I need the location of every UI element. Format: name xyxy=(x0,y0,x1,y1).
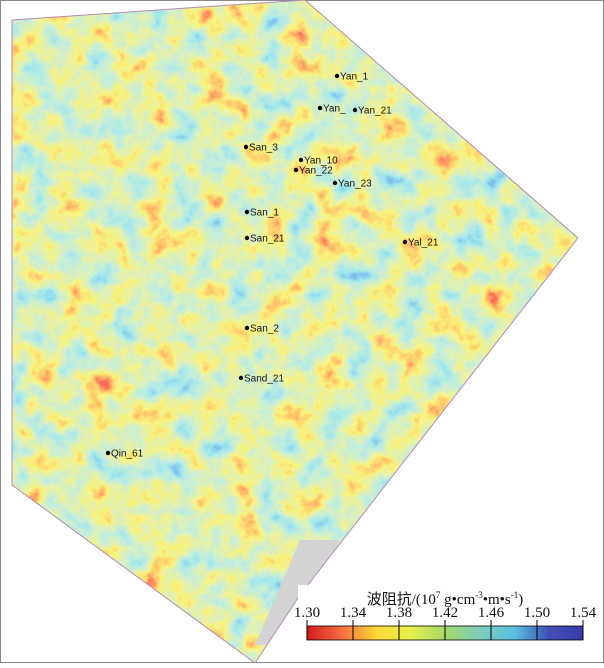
colorbar-tick-label: 1.50 xyxy=(524,605,550,621)
well-marker xyxy=(239,376,243,380)
well-label: Yal_21 xyxy=(408,238,439,249)
well-label: Sand_21 xyxy=(244,374,284,385)
well-marker xyxy=(106,451,110,455)
colorbar-tick-label: 1.42 xyxy=(432,605,458,621)
well-marker xyxy=(333,181,337,185)
colorbar-tick-label: 1.30 xyxy=(294,605,320,621)
well-label: San_2 xyxy=(250,324,279,335)
well-marker xyxy=(318,106,322,110)
title-part: ) xyxy=(518,592,523,608)
well-marker xyxy=(299,158,303,162)
colorbar-tick-label: 1.54 xyxy=(570,605,597,621)
well-label: Yan_22 xyxy=(299,166,333,177)
well-marker xyxy=(353,108,357,112)
well-label: Qin_61 xyxy=(111,449,144,460)
well-marker xyxy=(335,74,339,78)
impedance-map xyxy=(0,0,604,663)
well-label: Yan_23 xyxy=(338,179,372,190)
well-label: San_3 xyxy=(249,143,278,154)
well-label: Yan_21 xyxy=(358,106,392,117)
colorbar-tick-label: 1.46 xyxy=(478,605,505,621)
well-marker xyxy=(245,210,249,214)
well-label: San_21 xyxy=(250,234,285,245)
well-marker xyxy=(403,240,407,244)
well-marker xyxy=(244,145,248,149)
well-marker xyxy=(245,236,249,240)
superscript: -1 xyxy=(511,590,519,600)
well-label: Yan_1 xyxy=(340,72,369,83)
well-marker xyxy=(294,168,298,172)
map-figure: Yan_1Yan_Yan_21San_3Yan_10Yan_22Yan_23Sa… xyxy=(0,0,604,663)
colorbar-tick-label: 1.38 xyxy=(386,605,412,621)
well-label: San_1 xyxy=(250,208,279,219)
well-marker xyxy=(245,326,249,330)
well-label: Yan_ xyxy=(323,104,346,115)
colorbar-tick-label: 1.34 xyxy=(340,605,367,621)
